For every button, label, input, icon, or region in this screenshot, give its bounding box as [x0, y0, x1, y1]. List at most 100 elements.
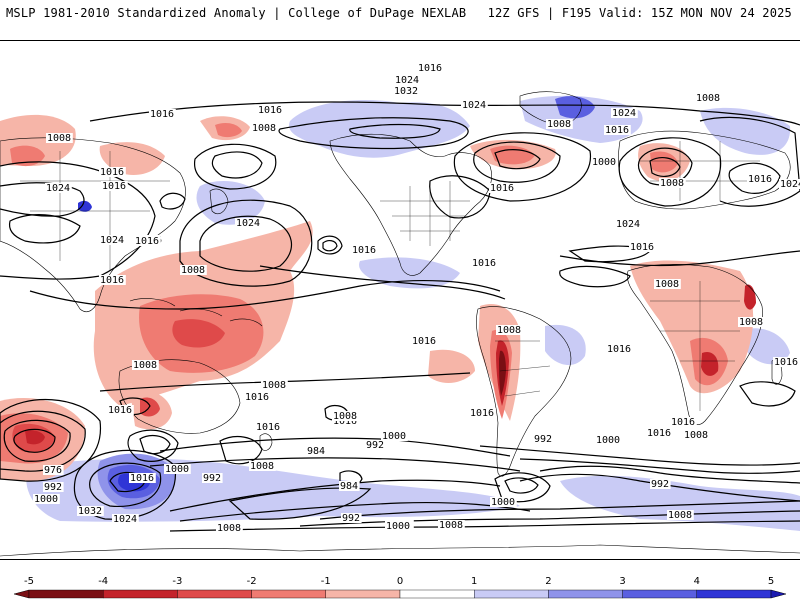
isobar-label: 1016 [100, 275, 124, 286]
south-america-borders [495, 340, 551, 397]
isobar-label-background [738, 317, 765, 327]
isobar-1024-south-indian-high [89, 462, 162, 508]
isobar-label: 1016 [352, 245, 376, 256]
colorbar-swatch [251, 589, 327, 599]
isobar-label: 1000 [386, 521, 410, 532]
isobar-1016-tropics [259, 265, 506, 300]
greenland-coast [519, 91, 582, 127]
isobar-label: 1016 [412, 336, 436, 347]
negative-anomaly-east-asia [10, 145, 45, 167]
isobar-label-background [341, 513, 362, 523]
isobar-label-background [149, 109, 176, 119]
isobar-label-background [129, 473, 156, 483]
isobar-label: 1024 [780, 179, 800, 190]
negative-anomaly-southern-africa-core [701, 351, 719, 376]
isobar-label: 984 [340, 481, 358, 492]
negative-anomaly-maritime-core [172, 319, 225, 348]
isobar-label-background [650, 479, 671, 489]
isobar-1008-aleutian [211, 151, 263, 179]
europe-borders [640, 141, 770, 201]
colorbar-tick-label: -5 [24, 576, 34, 587]
isobar-1016-south-pacific [99, 372, 471, 392]
negative-anomaly-europe-core [650, 151, 678, 173]
isobar-label-background [747, 174, 774, 184]
isobar-label-background [351, 245, 378, 255]
anomaly-shading [0, 95, 800, 531]
isobar-label-background [471, 258, 498, 268]
isobar-1016-australia-loop [127, 429, 179, 462]
isobar-label-background [112, 514, 139, 524]
isobar-label-background [99, 167, 126, 177]
negative-anomaly-andes-max [499, 350, 506, 396]
negative-anomaly-africa [630, 260, 754, 394]
isobar-976-southwest-low [13, 428, 56, 453]
asia-borders [20, 151, 170, 271]
anomaly-map[interactable]: 1016 1024 1032 1024 1016 1008 1016 1008 1016 1024… [0, 40, 800, 560]
colorbar-swatch [28, 589, 104, 599]
isobar-1016-south-indian [739, 381, 796, 407]
isobar-label-background [249, 461, 276, 471]
isobar-1024-arctic [278, 117, 469, 150]
africa-coast [627, 264, 763, 425]
isobar-992-south-atlantic [519, 473, 800, 502]
isobar-1016-aleutian [194, 143, 277, 190]
isobar-label: 1016 [333, 416, 357, 427]
isobar-label-background [216, 523, 243, 533]
isobar-label: 1032 [394, 86, 418, 97]
model-run-info: 12Z GFS | F195 Valid: 15Z MON NOV 24 202… [487, 6, 792, 20]
isobar-1008-south [149, 457, 521, 472]
isobar-label-background [202, 473, 223, 483]
isobar-984-south [228, 487, 372, 520]
negative-anomaly-north-china [99, 142, 165, 176]
isobar-label: 1008 [696, 93, 720, 104]
colorbar-arrow-right [770, 589, 787, 599]
isobar-label: 1016 [647, 428, 671, 439]
map-title: MSLP 1981-2010 Standardized Anomaly | Co… [6, 6, 467, 20]
isobar-label-background [134, 236, 161, 246]
isobar-label-background [779, 179, 800, 189]
colorbar-tick-label: 5 [768, 576, 774, 587]
colorbar-tick-label: 4 [694, 576, 700, 587]
isobar-label-background [99, 275, 126, 285]
isobar-label-background [180, 265, 207, 275]
isobar-label: 1008 [655, 279, 679, 290]
us-borders [380, 181, 470, 246]
africa-borders [650, 281, 740, 411]
isobar-label: 1000 [592, 157, 616, 168]
isobar-label: 1008 [333, 411, 357, 422]
isobar-label: 1008 [181, 265, 205, 276]
isobar-label: 1032 [78, 506, 102, 517]
colorbar-tick-label: 3 [619, 576, 625, 587]
isobar-1016-north-atlantic [453, 132, 591, 202]
isobar-label-background [683, 430, 710, 440]
isobar-label: 1016 [630, 242, 654, 253]
isobar-label-background [99, 235, 126, 245]
isobar-label-background [244, 392, 271, 402]
negative-anomaly-southwest-low-max [25, 430, 45, 445]
isobar-label-background [604, 125, 631, 135]
isobar-label: 1008 [660, 178, 684, 189]
colorbar-swatch [325, 589, 401, 599]
north-america-coast [329, 133, 492, 276]
isobar-label: 1008 [739, 317, 763, 328]
isobar-label-background [107, 405, 134, 415]
isobar-label-background [615, 219, 642, 229]
antarctica-coast [0, 544, 800, 557]
isobar-label: 1024 [395, 75, 419, 86]
isobar-label: 1000 [491, 497, 515, 508]
positive-anomaly-southern-ocean-2 [560, 475, 800, 531]
isobar-label: 1008 [217, 523, 241, 534]
isobar-label: 1016 [671, 417, 695, 428]
isobar-label: 1016 [607, 344, 631, 355]
isobar-label-background [46, 133, 73, 143]
isobar-label-background [43, 482, 64, 492]
isobar-label: 1024 [462, 100, 486, 111]
isobar-label-background [393, 86, 420, 96]
isobar-label: 1024 [46, 183, 70, 194]
isobar-label: 1008 [252, 123, 276, 134]
isobar-label-background [101, 181, 128, 191]
isobar-label: 1008 [262, 380, 286, 391]
isobar-label-background [490, 497, 517, 507]
isobar-label: 992 [44, 482, 62, 493]
isobar-label-background [489, 183, 516, 193]
